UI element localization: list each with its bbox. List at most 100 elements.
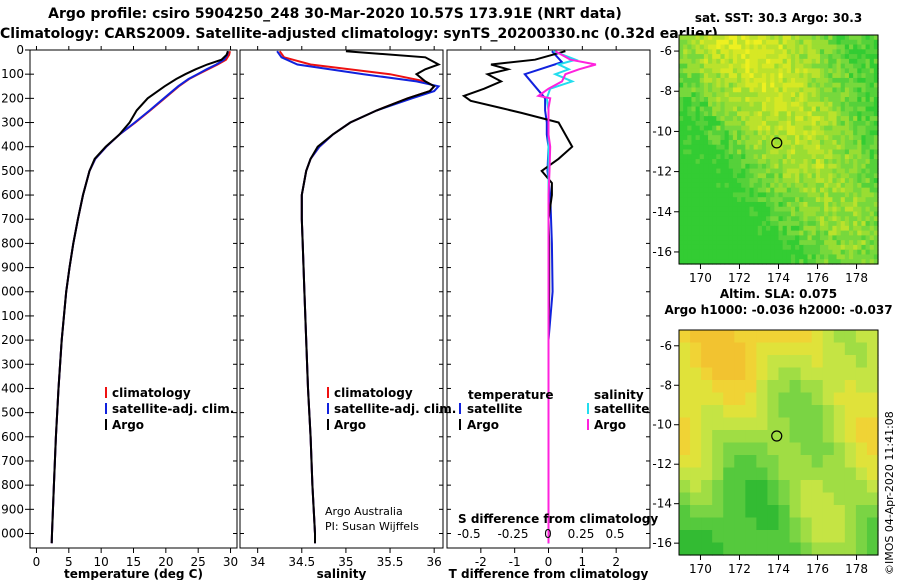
map-cell bbox=[848, 192, 854, 198]
series-satellite-adj-clim- bbox=[276, 50, 441, 544]
map-cell bbox=[766, 163, 771, 170]
map-cell bbox=[745, 163, 751, 170]
map-cell bbox=[782, 101, 788, 108]
map-cell bbox=[844, 73, 850, 79]
map-cell bbox=[873, 249, 879, 256]
map-cell bbox=[861, 116, 867, 122]
map-cell bbox=[857, 235, 863, 241]
map-cell bbox=[861, 225, 867, 232]
map-cell bbox=[734, 505, 746, 519]
map-cell bbox=[724, 68, 730, 74]
map-cell bbox=[811, 39, 817, 46]
map-cell bbox=[815, 230, 821, 236]
map-cell bbox=[695, 144, 701, 151]
map-cell bbox=[799, 130, 804, 136]
map-cell bbox=[786, 230, 792, 236]
map-cell bbox=[811, 230, 817, 236]
map-cell bbox=[720, 54, 726, 60]
map-cell bbox=[749, 168, 755, 174]
map-cell bbox=[708, 35, 713, 41]
map-cell bbox=[745, 342, 757, 356]
map-cell bbox=[741, 54, 746, 60]
map-cell bbox=[803, 130, 809, 136]
map-cell bbox=[832, 249, 838, 256]
map-cell bbox=[761, 225, 767, 232]
series-argo bbox=[300, 50, 442, 544]
map-cell bbox=[857, 130, 863, 136]
map-cell bbox=[756, 467, 769, 481]
map-cell bbox=[683, 206, 688, 213]
map-cell bbox=[848, 39, 854, 46]
map-cell bbox=[819, 125, 825, 132]
map-cell bbox=[716, 192, 722, 198]
map-cell bbox=[844, 455, 857, 469]
map-cell bbox=[844, 116, 850, 122]
map-cell bbox=[712, 417, 724, 431]
map-cell bbox=[844, 330, 857, 344]
map-cell bbox=[782, 154, 788, 160]
map-cell bbox=[778, 106, 784, 112]
map-cell bbox=[865, 92, 871, 98]
map-cell bbox=[869, 221, 875, 227]
x-tick-label: 2 bbox=[612, 555, 620, 569]
map-cell bbox=[786, 154, 792, 160]
map-cell bbox=[811, 430, 824, 444]
map-cell bbox=[732, 192, 738, 198]
map-cell bbox=[679, 244, 684, 251]
map-cell bbox=[778, 97, 784, 103]
map-cell bbox=[749, 87, 755, 93]
map-cell bbox=[701, 517, 713, 531]
map-cell bbox=[737, 35, 742, 41]
map-cell bbox=[828, 173, 833, 179]
map-cell bbox=[701, 417, 713, 431]
map-cell bbox=[753, 125, 759, 132]
map-cell bbox=[824, 92, 829, 98]
map-cell bbox=[691, 221, 697, 227]
map-cell bbox=[824, 149, 829, 155]
map-cell bbox=[811, 149, 817, 155]
map-cell bbox=[873, 58, 879, 65]
map-cell bbox=[745, 125, 751, 132]
map-cell bbox=[815, 144, 821, 151]
map-cell bbox=[749, 201, 755, 208]
map-cell bbox=[799, 149, 804, 155]
map-cell bbox=[683, 54, 688, 60]
map-cell bbox=[761, 54, 767, 60]
map-cell bbox=[687, 225, 693, 232]
map-cell bbox=[723, 492, 735, 506]
map-cell bbox=[811, 73, 817, 79]
map-cell bbox=[683, 87, 688, 93]
map-cell bbox=[720, 159, 726, 165]
map-cell bbox=[865, 63, 871, 69]
map-cell bbox=[756, 505, 769, 519]
map-cell bbox=[848, 63, 854, 69]
map-cell bbox=[683, 149, 688, 155]
map-cell bbox=[815, 77, 821, 84]
map-cell bbox=[716, 97, 722, 103]
map-cell bbox=[855, 517, 868, 531]
map-cell bbox=[712, 187, 717, 194]
map-cell bbox=[756, 417, 769, 431]
map-cell bbox=[778, 120, 784, 127]
map-cell bbox=[836, 97, 842, 103]
map-cell bbox=[828, 254, 833, 260]
map-cell bbox=[840, 206, 846, 213]
map-cell bbox=[728, 240, 734, 246]
map-cell bbox=[701, 467, 713, 481]
map-cell bbox=[799, 168, 804, 174]
panel-differences: -2 -1 0 1 2T difference from climatologytemp… bbox=[446, 46, 658, 580]
map-cell bbox=[708, 39, 713, 46]
map-cell bbox=[822, 342, 835, 356]
map-cell bbox=[761, 77, 767, 84]
map-cell bbox=[873, 159, 879, 165]
map-cell bbox=[869, 58, 875, 65]
map-cell bbox=[732, 58, 738, 65]
map-cell bbox=[807, 206, 813, 213]
map-cell bbox=[799, 201, 804, 208]
map-cell bbox=[701, 367, 713, 381]
map-cell bbox=[853, 58, 858, 65]
map-cell bbox=[728, 230, 734, 236]
map-cell bbox=[691, 206, 697, 213]
map-cell bbox=[811, 480, 824, 494]
map-cell bbox=[869, 120, 875, 127]
